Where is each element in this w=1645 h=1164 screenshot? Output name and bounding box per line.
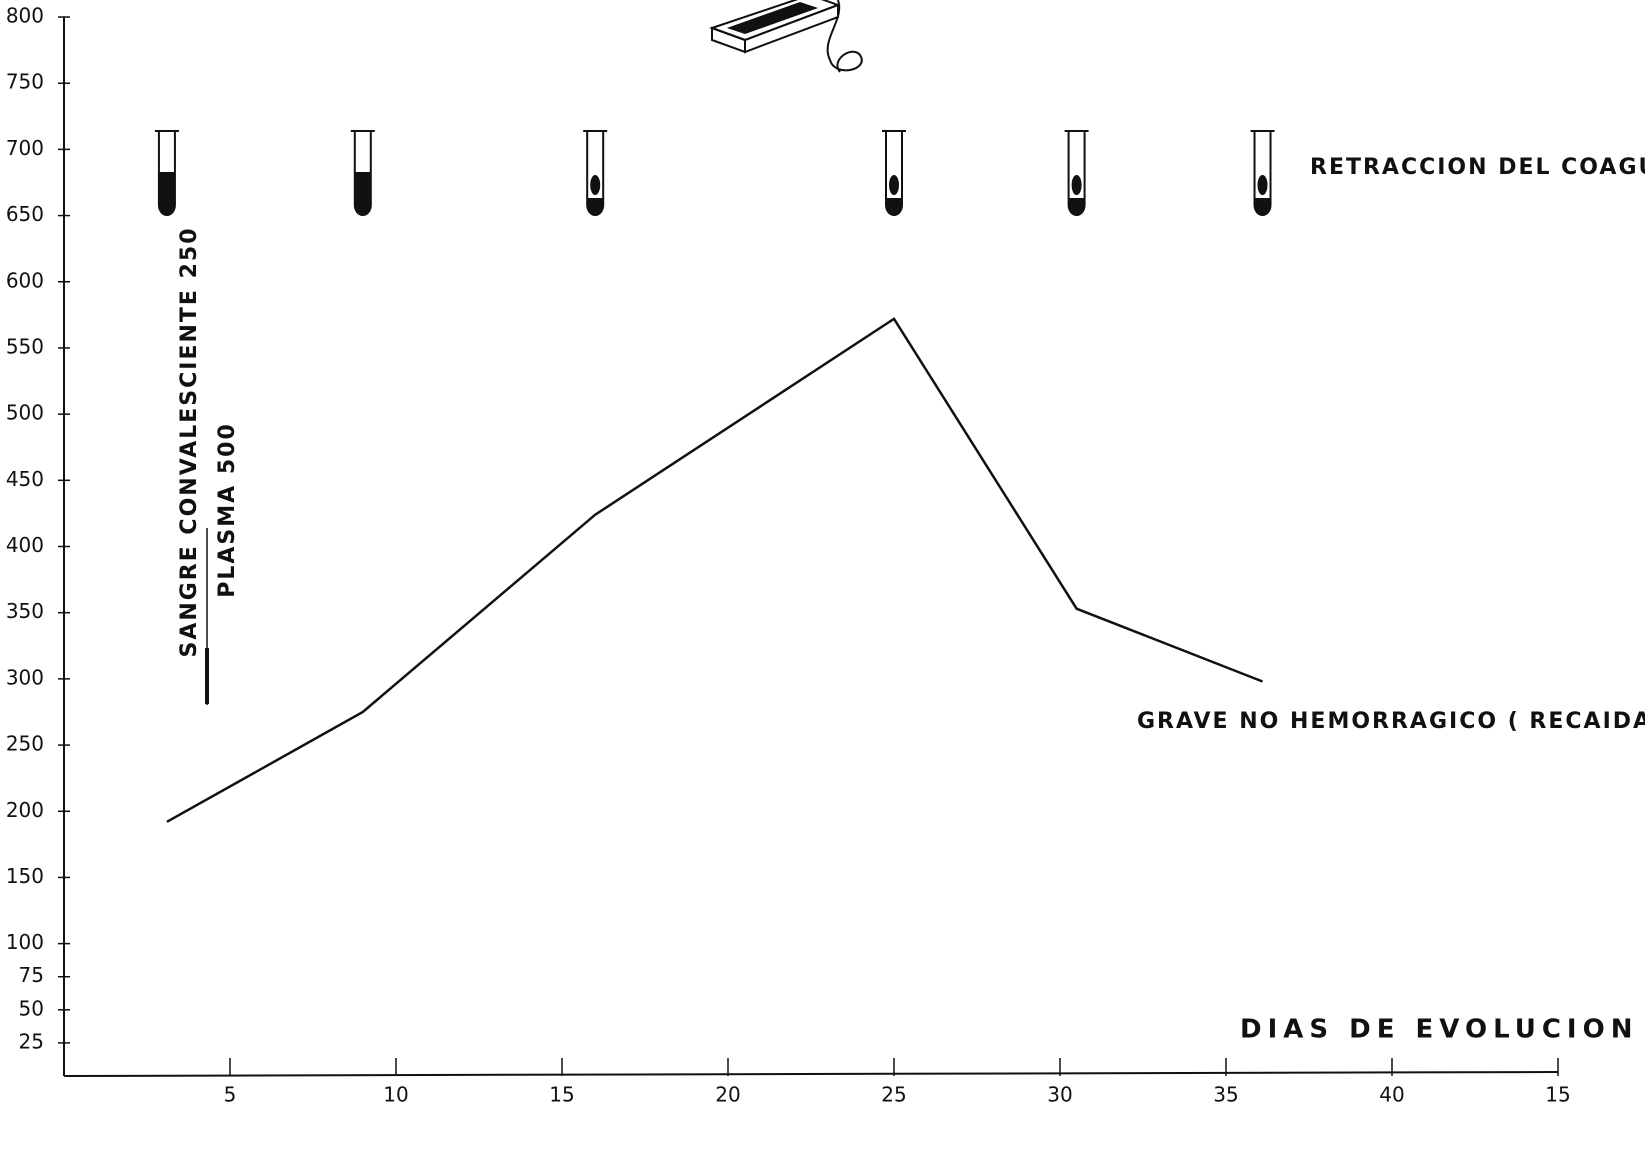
test-tube (1064, 130, 1089, 216)
test-tube (154, 130, 179, 216)
tube-content (158, 172, 175, 215)
serum (1068, 198, 1085, 215)
y-tick-label: 300 (6, 665, 44, 689)
x-tick-label: 5 (224, 1083, 237, 1107)
y-tick-label: 100 (6, 930, 44, 954)
clot (1071, 175, 1082, 195)
test-tube (882, 130, 906, 216)
clot (590, 175, 601, 195)
annotation: SANGRE CONVALESCIENTE 250 (177, 226, 202, 657)
test-tube (1250, 130, 1275, 216)
y-tick-label: 600 (6, 268, 44, 292)
serum (1254, 198, 1271, 215)
x-tick-label: 40 (1379, 1083, 1404, 1107)
y-tick-label: 800 (6, 4, 44, 28)
y-tick-label: 350 (6, 599, 44, 623)
y-tick-label: 400 (6, 533, 44, 557)
test-tube (583, 130, 608, 216)
y-tick-label: 150 (6, 864, 44, 888)
y-tick-label: 700 (6, 136, 44, 160)
x-tick-label: 10 (383, 1083, 408, 1107)
data-line (166, 317, 1263, 823)
y-tick-label: 200 (6, 798, 44, 822)
y-tick-label: 500 (6, 401, 44, 425)
y-tick-label: 550 (6, 334, 44, 358)
clot (1257, 175, 1268, 195)
x-tick-label: 15 (1545, 1083, 1570, 1107)
device-drawing (708, 0, 863, 73)
x-tick-label: 35 (1213, 1083, 1238, 1107)
y-tick-label: 75 (19, 963, 44, 987)
transfusion-marker-bar (205, 648, 209, 704)
test-tube (350, 130, 375, 216)
y-tick-label: 450 (6, 467, 44, 491)
x-tick-label: 25 (881, 1083, 906, 1107)
x-axis-title: DIAS DE EVOLUCION (1240, 1015, 1638, 1045)
y-tick-label: 50 (19, 996, 44, 1020)
x-tick-label: 30 (1047, 1083, 1072, 1107)
annotation: RETRACCION DEL COAGULO (1310, 155, 1645, 180)
annotation: PLASMA 500 (215, 422, 240, 598)
x-axis (63, 1071, 1559, 1077)
series-label: GRAVE NO HEMORRAGICO ( RECAIDA) (1137, 709, 1645, 734)
y-tick-label: 250 (6, 732, 44, 756)
y-tick-label: 750 (6, 70, 44, 94)
x-tick-label: 15 (549, 1083, 574, 1107)
serum (587, 198, 604, 215)
x-tick-label: 20 (715, 1083, 740, 1107)
y-tick-label: 25 (19, 1029, 44, 1053)
clot (889, 175, 899, 195)
tube-content (354, 172, 371, 215)
y-tick-label: 650 (6, 202, 44, 226)
serum (886, 198, 902, 215)
